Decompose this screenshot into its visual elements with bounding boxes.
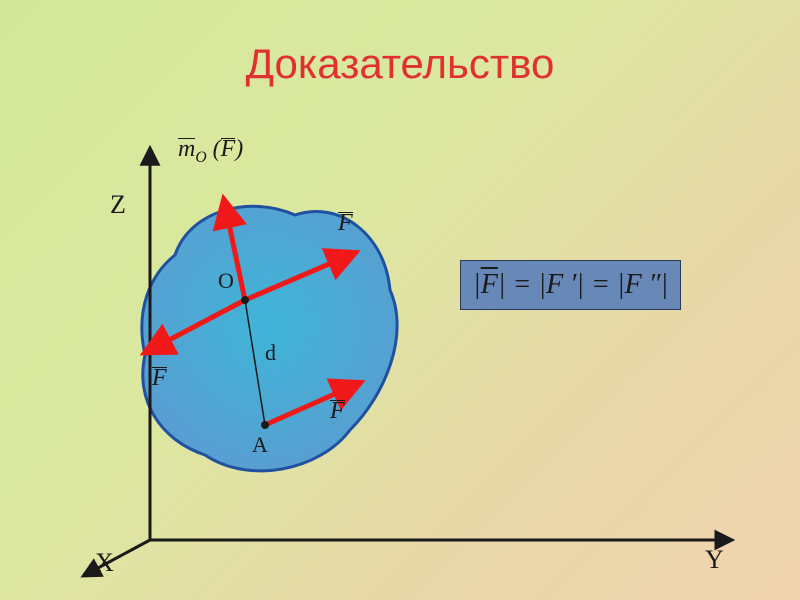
diagram-svg	[40, 140, 760, 580]
label-F-ur: F	[338, 210, 353, 237]
formula-box: |F| = |F ′| = |F ″|	[460, 260, 681, 310]
label-d: d	[265, 340, 276, 366]
label-F-lower: F	[330, 398, 345, 425]
label-mO: mO (F)	[178, 136, 243, 167]
axis-label-y: Y	[705, 545, 724, 575]
axis-label-x: X	[95, 548, 114, 578]
formula-text: |F| = |F ′| = |F ″|	[473, 269, 668, 300]
point-label-O: O	[218, 268, 234, 294]
point-label-A: A	[252, 432, 268, 458]
label-F-ul: F	[152, 365, 167, 392]
axis-label-z: Z	[110, 190, 126, 220]
slide-title: Доказательство	[0, 0, 800, 88]
body-blob	[142, 206, 397, 471]
diagram-container: Z Y X O A d mO (F) F F F	[40, 140, 760, 580]
point-O-dot	[241, 296, 249, 304]
point-A-dot	[261, 421, 269, 429]
